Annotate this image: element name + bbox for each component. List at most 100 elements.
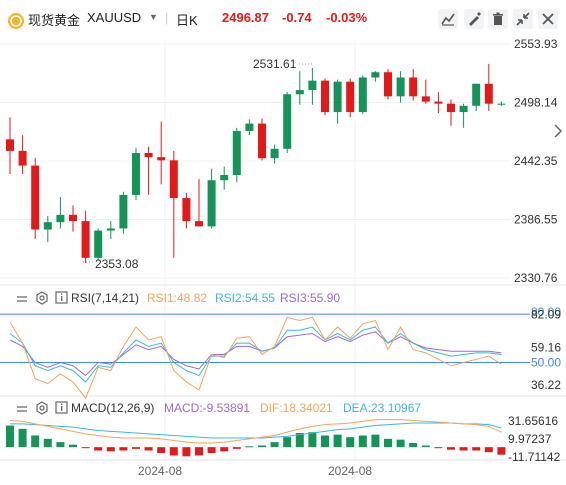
- candle-body: [132, 152, 140, 195]
- macd-value: MACD:-9.53891: [164, 401, 251, 415]
- candles: [6, 63, 506, 264]
- low-price-label: 2353.08: [95, 257, 139, 271]
- macd-histogram-bar: [295, 433, 304, 448]
- candle-body: [459, 105, 468, 113]
- delete-icon[interactable]: [488, 9, 508, 29]
- macd-histogram-bar: [43, 438, 52, 448]
- divider: |: [165, 10, 169, 25]
- candle-body: [346, 81, 355, 113]
- candle-body: [81, 221, 90, 258]
- dea-line: [10, 422, 502, 439]
- rsi-tick-label: 36.22: [531, 378, 561, 392]
- candle-body: [106, 228, 115, 231]
- close-icon[interactable]: [538, 9, 558, 29]
- macd-histogram-bar: [81, 447, 90, 449]
- info-icon[interactable]: [55, 291, 68, 309]
- candle-body: [144, 152, 153, 158]
- macd-histogram-bar: [56, 442, 65, 448]
- candle-body: [157, 157, 166, 161]
- macd-histogram-bar: [459, 447, 468, 451]
- candle-body: [447, 103, 455, 113]
- candle-body: [484, 83, 493, 104]
- macd-histogram-bar: [283, 437, 292, 448]
- candle-body: [69, 214, 77, 222]
- settings-icon[interactable]: [35, 291, 49, 310]
- candle-body: [258, 123, 266, 159]
- candle-body: [220, 174, 229, 181]
- candle-body: [308, 80, 317, 91]
- date-tick-label: 2024-08: [328, 464, 372, 478]
- macd-histogram-bar: [358, 435, 367, 448]
- candle-body: [321, 80, 329, 113]
- macd-histogram-bar: [106, 447, 115, 452]
- chart-type-icon[interactable]: [5, 10, 24, 29]
- macd-histogram-bar: [220, 447, 229, 452]
- macd-histogram-bar: [207, 447, 216, 453]
- dea-value: DEA:23.10967: [343, 401, 422, 415]
- rsi3-line: [9, 331, 502, 377]
- candle-body: [472, 83, 481, 106]
- candle-body: [31, 165, 40, 230]
- draw-tool-icon[interactable]: [464, 9, 484, 29]
- macd-histogram-bar: [258, 445, 266, 448]
- macd-histogram-bar: [119, 447, 128, 451]
- macd-histogram-bar: [69, 444, 77, 448]
- macd-histogram-bar: [195, 447, 203, 456]
- macd-histogram-bar: [333, 434, 342, 448]
- macd-histogram-bar: [396, 439, 405, 448]
- current-price: 2496.87: [222, 10, 269, 25]
- price-tick-label: 2442.35: [514, 154, 558, 168]
- candle-body: [371, 72, 380, 78]
- settings-icon[interactable]: [35, 401, 49, 420]
- candle-body: [358, 77, 367, 113]
- info-icon[interactable]: [55, 401, 68, 419]
- macd-histogram-bar: [144, 447, 153, 451]
- collapse-panel-icon[interactable]: [16, 292, 28, 310]
- macd-histogram-bar: [169, 447, 178, 456]
- candle-body: [94, 230, 103, 258]
- candle-body: [421, 96, 430, 102]
- rsi-tick-label: 82.09: [531, 308, 561, 322]
- macd-histogram-bar: [245, 446, 254, 448]
- candle-body: [384, 72, 392, 97]
- rsi-title: RSI(7,14,21): [71, 291, 140, 305]
- macd-histogram-bar: [308, 432, 317, 448]
- price-change-percent: -0.03%: [326, 10, 368, 25]
- candle-body: [333, 81, 342, 113]
- chevron-down-icon[interactable]: ▼: [149, 12, 158, 22]
- high-price-label: 2531.61: [253, 57, 297, 71]
- macd-histogram-bar: [472, 447, 481, 451]
- period-selector[interactable]: 日K: [176, 13, 198, 28]
- rsi1-line: [9, 316, 502, 400]
- kline-chart[interactable]: 2553.93 2498.14 2442.35 2386.55 2330.76 80.0…: [0, 36, 566, 485]
- price-tick-label: 2553.93: [514, 37, 558, 51]
- macd-histogram-bar: [132, 447, 140, 449]
- candle-body: [169, 160, 178, 199]
- instrument-symbol[interactable]: XAUUSD: [87, 10, 142, 25]
- dif-value: DIF:18.34021: [260, 401, 333, 415]
- chevron-right-icon[interactable]: [554, 124, 563, 138]
- candle-body: [6, 139, 14, 151]
- indicator-icon[interactable]: [438, 9, 458, 29]
- macd-histogram-bar: [384, 438, 392, 448]
- price-change: -0.74: [282, 10, 312, 25]
- chart-header: 现货黄金 XAUUSD ▼ | 日K 2496.87 -0.74 -0.03%: [0, 0, 566, 36]
- macd-histogram-bar: [346, 437, 355, 448]
- collapse-panel-icon[interactable]: [16, 402, 28, 420]
- macd-histogram-bar: [421, 445, 430, 448]
- candle-body: [396, 77, 405, 97]
- candle-body: [195, 221, 203, 227]
- macd-histogram-bar: [270, 442, 279, 448]
- candle-body: [119, 194, 128, 229]
- macd-histogram-bar: [182, 447, 191, 457]
- candle-body: [283, 94, 292, 149]
- macd-tick-label: 9.97237: [508, 432, 552, 446]
- instrument-name: 现货黄金: [28, 13, 81, 28]
- macd-histogram-bar: [6, 425, 14, 448]
- candle-body: [43, 222, 52, 230]
- macd-tick-label: 31.65616: [508, 414, 558, 428]
- macd-histogram-bar: [409, 443, 418, 448]
- collapse-icon[interactable]: [513, 9, 533, 29]
- rsi2-value: RSI2:54.55: [215, 291, 276, 305]
- candle-body: [56, 214, 65, 223]
